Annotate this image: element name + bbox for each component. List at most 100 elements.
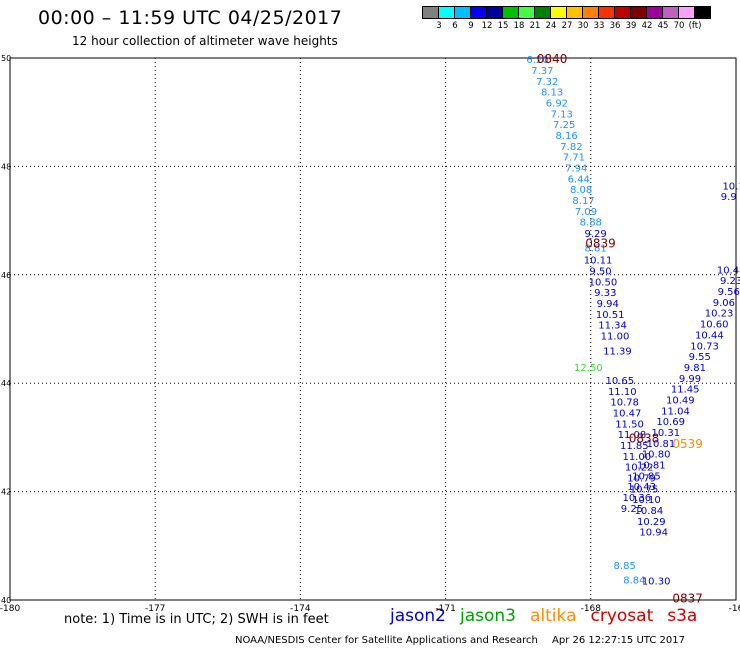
time-label: 0839	[585, 236, 616, 250]
page-subtitle: 12 hour collection of altimeter wave hei…	[72, 34, 338, 48]
data-label: 9.50	[589, 266, 611, 277]
data-label: 9.9	[721, 192, 737, 203]
data-label: 9.55	[689, 352, 711, 363]
data-label: 6.44	[568, 174, 590, 185]
legend-tick: 30	[577, 21, 589, 31]
legend-tick: 9	[468, 21, 474, 31]
x-tick-label: -171	[435, 604, 455, 614]
time-label: 0838	[629, 431, 660, 445]
data-label: 6.20	[526, 55, 548, 66]
legend-tick: 33	[593, 21, 605, 31]
legend-tick: 3	[436, 21, 442, 31]
time-label: 0837	[672, 591, 703, 605]
legend-tick: 15	[497, 21, 509, 31]
data-label: 10.80	[642, 450, 671, 461]
legend-tick: 36	[609, 21, 621, 31]
data-label: 10.50	[589, 277, 618, 288]
data-label: 7.37	[531, 66, 553, 77]
data-label: 8.16	[555, 131, 577, 142]
data-label: 10.84	[635, 506, 664, 517]
data-label: 10.36	[622, 493, 651, 504]
data-label: 10.30	[642, 576, 671, 587]
data-label: 8.81	[585, 244, 607, 255]
legend-tick: 12	[481, 21, 493, 31]
data-label: 11.00	[601, 332, 630, 343]
data-label: 12.50	[574, 363, 603, 374]
data-label: 8.84	[623, 575, 645, 586]
satellite-s3a: s3a	[667, 606, 698, 626]
data-label: 10.78	[610, 398, 639, 409]
data-label: 10.69	[656, 417, 685, 428]
legend-color-bar	[422, 6, 711, 19]
data-label: 11.34	[598, 321, 627, 332]
legend-tick: (ft)	[688, 21, 702, 31]
page-title: 00:00 – 11:59 UTC 04/25/2017	[38, 7, 343, 29]
data-label: 11.00	[622, 452, 651, 463]
legend-tick: 21	[529, 21, 541, 31]
data-label: 8.85	[614, 561, 636, 572]
credit-line: NOAA/NESDIS Center for Satellite Applica…	[235, 635, 538, 646]
data-label: 10.44	[695, 330, 724, 341]
data-label: 10.49	[666, 395, 695, 406]
data-label: 10.51	[596, 310, 625, 321]
data-label: 9.29	[585, 229, 607, 240]
time-label: 0840	[537, 52, 568, 66]
y-tick-label: 40	[1, 596, 11, 605]
data-label: 7.25	[553, 120, 575, 131]
x-tick-label: -177	[145, 604, 165, 614]
data-label: 11.04	[661, 406, 690, 417]
y-tick-label: 48	[1, 162, 11, 171]
data-label: 10.75	[630, 484, 659, 495]
footer-note: note: 1) Time is in UTC; 2) SWH is in fe…	[64, 612, 329, 627]
data-label: 10.1	[722, 181, 740, 192]
legend-tick: 6	[452, 21, 458, 31]
data-label: 10.29	[637, 517, 666, 528]
data-label: 10.60	[700, 320, 729, 331]
data-label: 10.23	[705, 309, 734, 320]
satellite-jason2: jason2	[390, 606, 446, 626]
data-label: 10.47	[613, 408, 642, 419]
data-label: 8.08	[570, 185, 592, 196]
data-label: 11.50	[615, 419, 644, 430]
data-label: 9.99	[679, 374, 701, 385]
legend-tick: 70	[673, 21, 685, 31]
data-label: 7.82	[560, 142, 582, 153]
data-label: 10.48	[717, 265, 740, 276]
data-label: 7.94	[565, 163, 587, 174]
legend-tick: 42	[641, 21, 653, 31]
data-label: 7.32	[536, 77, 558, 88]
satellite-altika: altika	[530, 606, 577, 626]
x-tick-label: -180	[0, 604, 20, 614]
data-label: 10.94	[639, 528, 668, 539]
x-tick-label: -168	[581, 604, 602, 614]
data-label: 10.81	[637, 461, 666, 472]
data-label: 6.92	[546, 98, 568, 109]
data-label: 7.09	[575, 207, 597, 218]
data-label: 9.81	[684, 363, 706, 374]
plot-frame	[9, 57, 737, 601]
data-label: 11.85	[620, 441, 649, 452]
data-label: 11.10	[608, 387, 637, 398]
y-tick-label: 44	[1, 379, 11, 388]
data-label: 9.23	[720, 276, 740, 287]
data-label: 10.43	[627, 482, 656, 493]
data-label: 9.06	[713, 298, 735, 309]
legend-tick: 27	[561, 21, 573, 31]
data-label: 9.94	[597, 299, 619, 310]
data-label: 10.79	[627, 474, 656, 485]
legend-tick: 45	[657, 21, 669, 31]
data-label: 10.22	[625, 463, 654, 474]
data-label: 11.39	[603, 347, 632, 358]
y-tick-label: 42	[1, 488, 11, 497]
legend-tick: 18	[513, 21, 525, 31]
y-tick-label: 46	[1, 271, 11, 280]
data-label: 10.65	[606, 376, 635, 387]
y-tick-label: 50	[1, 54, 11, 63]
data-label: 9.56	[718, 287, 740, 298]
data-label: 10.31	[651, 428, 680, 439]
satellite-jason3: jason3	[460, 606, 516, 626]
x-tick-label: -174	[290, 604, 311, 614]
satellite-legend: jason2 jason3 altika cryosat s3a	[390, 606, 711, 626]
data-label: 10.81	[647, 439, 676, 450]
